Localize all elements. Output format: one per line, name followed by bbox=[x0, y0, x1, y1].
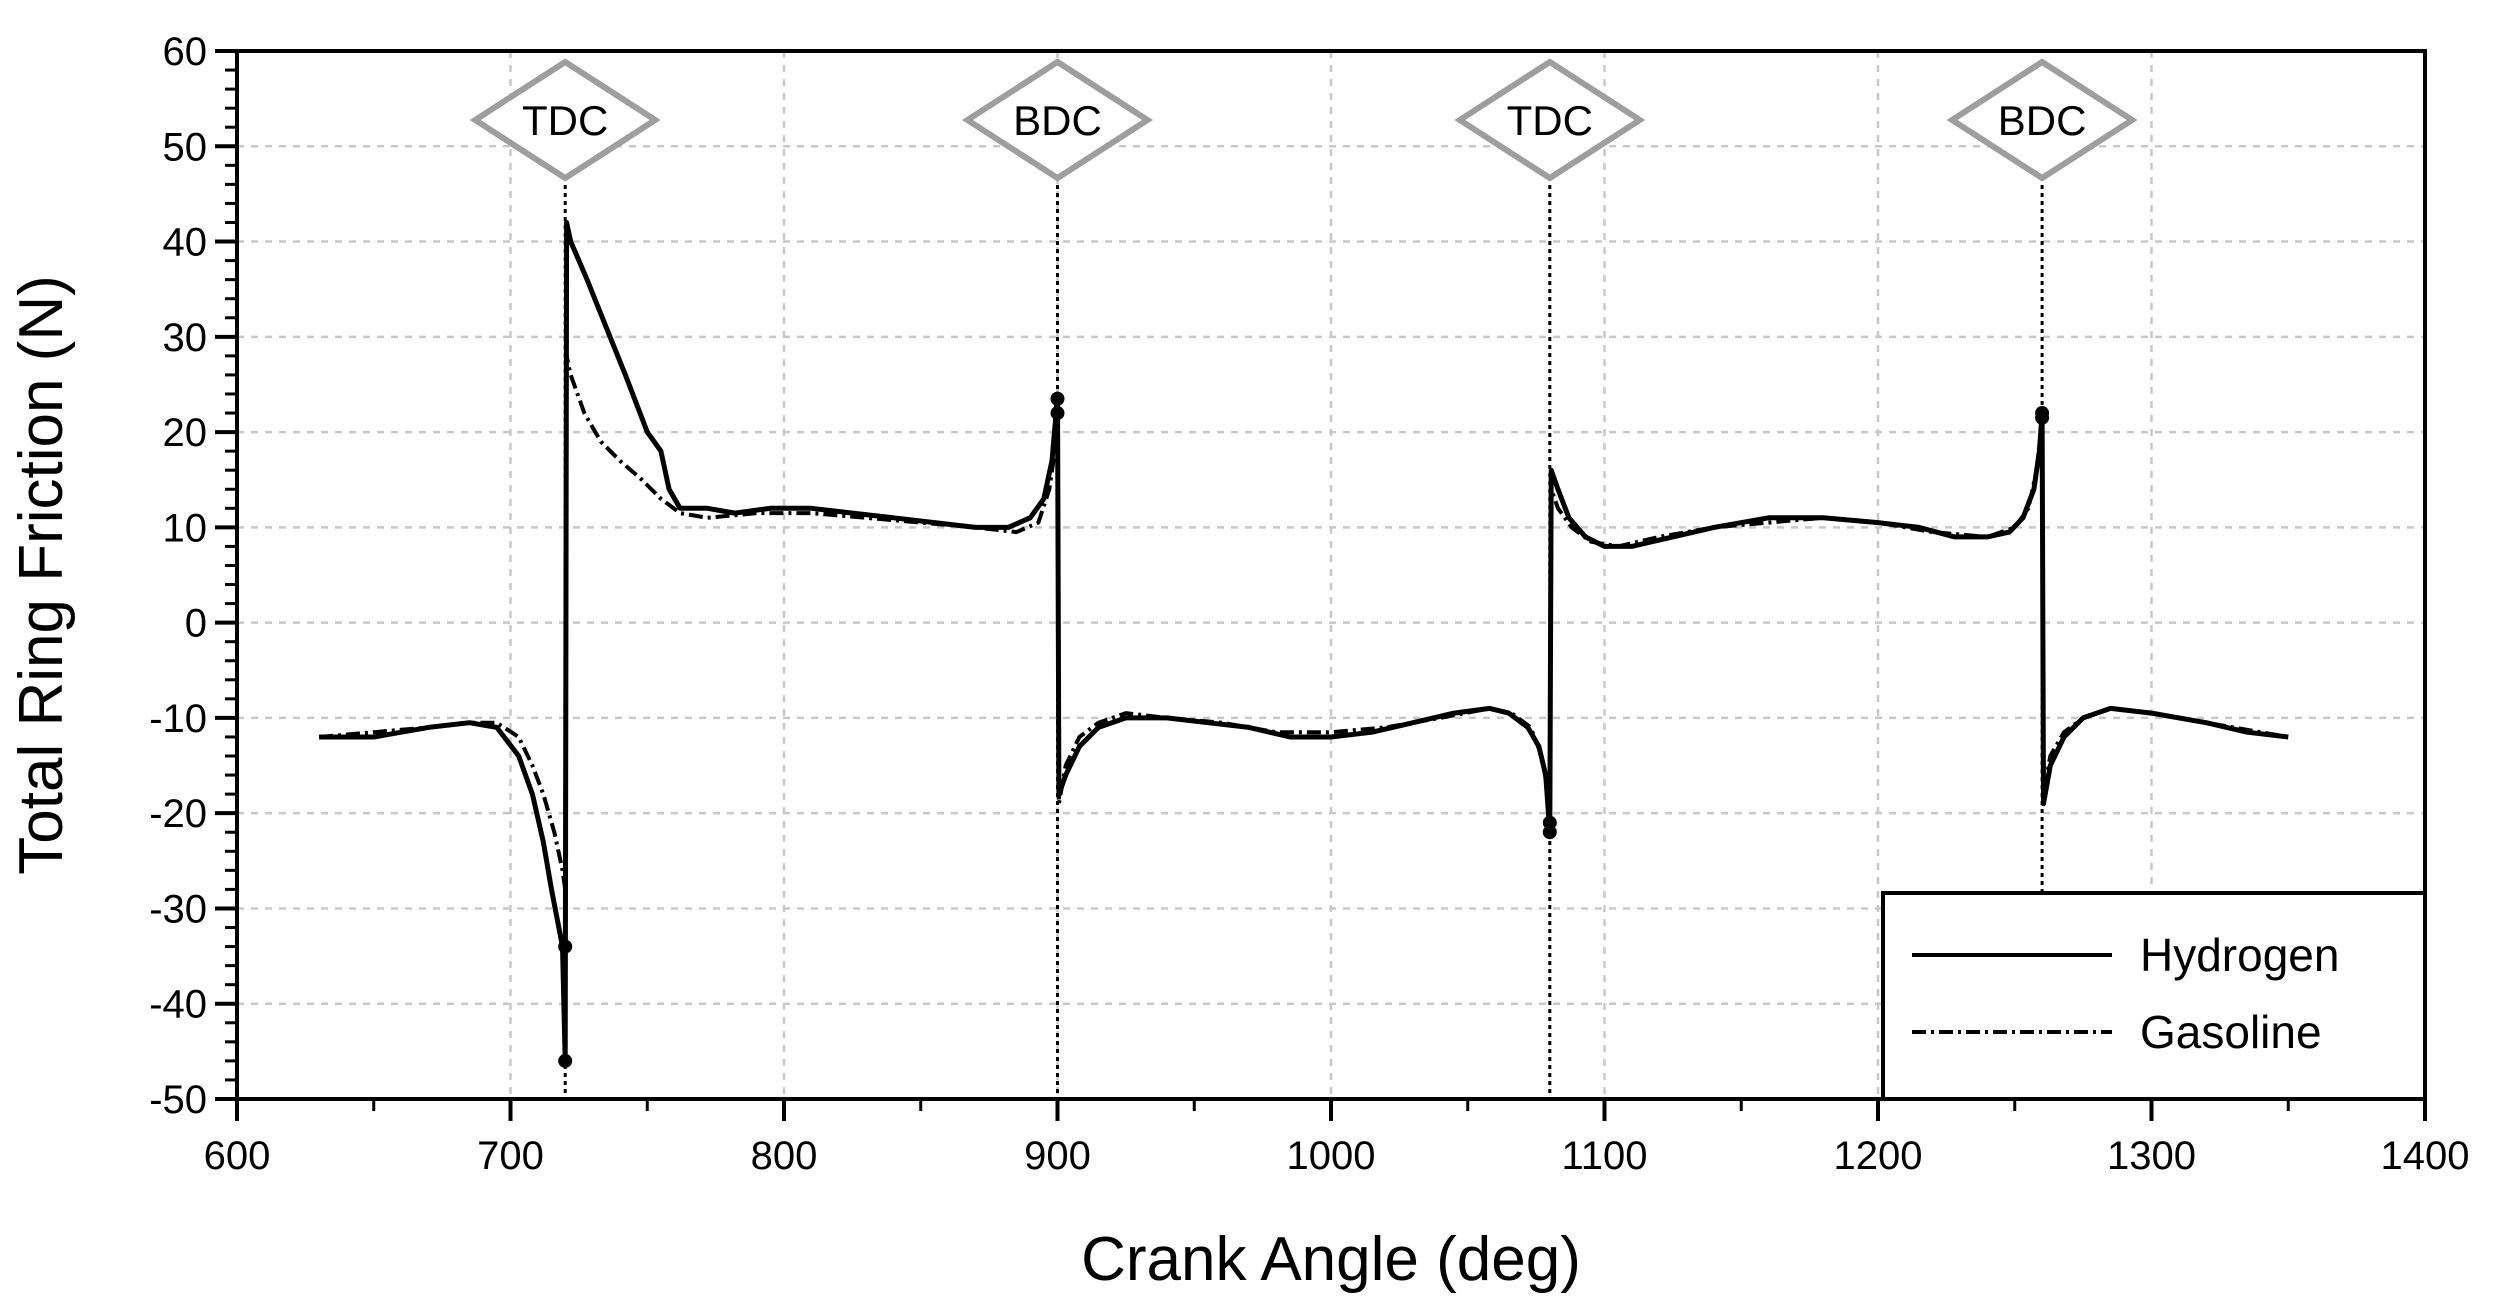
marker-diamond-tdc bbox=[1454, 58, 1646, 182]
y-tick-label: -50 bbox=[149, 1078, 207, 1122]
x-tick-label: 1200 bbox=[1834, 1134, 1923, 1178]
y-tick-label: 10 bbox=[163, 506, 208, 550]
y-tick-label: -40 bbox=[149, 983, 207, 1027]
y-tick-label: -20 bbox=[149, 792, 207, 836]
tdc-bdc-markers: TDC BDC TDC BDC bbox=[469, 58, 2138, 182]
highlight-points bbox=[558, 391, 2050, 1068]
y-tick-label: 20 bbox=[163, 411, 208, 455]
y-tick-label: -30 bbox=[149, 887, 207, 931]
x-tick-label: 600 bbox=[204, 1134, 271, 1178]
x-tick-label: 1000 bbox=[1287, 1134, 1376, 1178]
marker-label-bdc: BDC bbox=[1013, 97, 1102, 144]
marker-label-tdc: TDC bbox=[522, 97, 608, 144]
marker-label-bdc: BDC bbox=[1998, 97, 2087, 144]
grid-lines bbox=[237, 51, 2425, 1099]
y-tick-label: 50 bbox=[163, 125, 208, 169]
legend-label-gasoline: Gasoline bbox=[2140, 1006, 2322, 1058]
marker-diamond-tdc bbox=[469, 58, 661, 182]
legend: Hydrogen Gasoline bbox=[1881, 891, 2427, 1101]
data-point bbox=[2035, 406, 2050, 421]
y-tick-label: 40 bbox=[163, 221, 208, 265]
marker-label-tdc: TDC bbox=[1507, 97, 1593, 144]
y-tick-label: 60 bbox=[163, 30, 208, 74]
series-layer bbox=[318, 220, 2289, 1064]
legend-box bbox=[1881, 891, 2427, 1101]
data-point bbox=[1542, 825, 1557, 840]
x-tick-label: 900 bbox=[1024, 1134, 1091, 1178]
legend-label-hydrogen: Hydrogen bbox=[2140, 929, 2339, 981]
y-tick-label: -10 bbox=[149, 697, 207, 741]
x-tick-labels: 600 700 800 900 1000 1100 1200 1300 1400 bbox=[204, 1134, 2470, 1178]
y-axis-title: Total Ring Friction (N) bbox=[7, 275, 76, 874]
x-tick-label: 1100 bbox=[1561, 1134, 1647, 1178]
x-axis-title: Crank Angle (deg) bbox=[1081, 1225, 1581, 1294]
data-point bbox=[558, 939, 573, 954]
series-line-gasoline bbox=[318, 353, 2289, 892]
x-tick-label: 1300 bbox=[2107, 1134, 2196, 1178]
x-tick-label: 1400 bbox=[2381, 1134, 2470, 1178]
data-point bbox=[558, 1053, 573, 1068]
y-tick-labels: 60 50 40 30 20 10 0 -10 -20 -30 -40 -50 bbox=[149, 30, 207, 1122]
marker-diamond-bdc bbox=[961, 58, 1154, 182]
data-point bbox=[1050, 406, 1065, 421]
x-tick-label: 800 bbox=[751, 1134, 818, 1178]
marker-diamond-bdc bbox=[1946, 58, 2138, 182]
y-tick-label: 30 bbox=[163, 316, 208, 360]
y-tick-label: 0 bbox=[185, 602, 207, 646]
x-tick-label: 700 bbox=[477, 1134, 544, 1178]
data-point bbox=[1050, 391, 1065, 406]
